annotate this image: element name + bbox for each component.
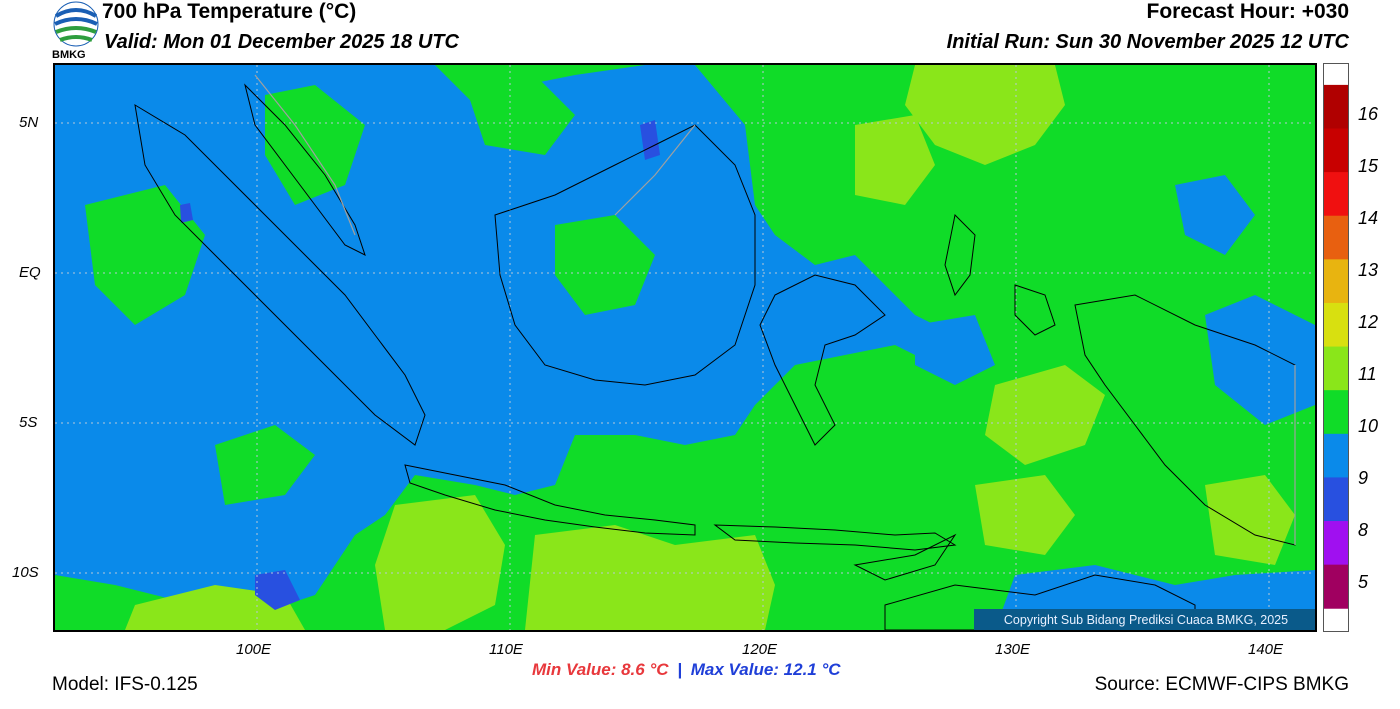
field-band-11-12-e — [985, 365, 1105, 465]
field-band-8-9-1 — [255, 570, 300, 610]
colorbar — [1323, 63, 1349, 632]
colorbar-segment — [1324, 433, 1348, 478]
green-patch-5 — [215, 425, 315, 505]
lon-label-130e: 130E — [995, 641, 1031, 658]
bmkg-logo — [53, 1, 99, 47]
field-band-11-12-south — [375, 495, 505, 630]
field-band-11-12-e-3 — [1205, 475, 1295, 565]
colorbar-label-13: 13 — [1358, 260, 1379, 280]
field-band-11-12-e-2 — [975, 475, 1075, 555]
colorbar-segment — [1324, 521, 1348, 566]
colorbar-label-9: 9 — [1358, 468, 1369, 488]
forecast-hour: Forecast Hour: +030 — [1146, 0, 1350, 23]
map-title: 700 hPa Temperature (°C) — [102, 0, 357, 23]
colorbar-label-5: 5 — [1358, 572, 1369, 592]
field-band-11-12-ne-2 — [855, 115, 935, 205]
colorbar-segment — [1324, 477, 1348, 522]
colorbar-label-10: 10 — [1358, 416, 1379, 436]
initial-run: Initial Run: Sun 30 November 2025 12 UTC — [946, 31, 1349, 53]
lat-label-10s: 10S — [12, 564, 39, 581]
model-label: Model: IFS-0.125 — [52, 674, 198, 695]
colorbar-label-15: 15 — [1358, 156, 1379, 176]
logo-text: BMKG — [52, 49, 86, 61]
colorbar-segment — [1324, 259, 1348, 304]
lon-label-140e: 140E — [1248, 641, 1284, 658]
colorbar-label-16: 16 — [1358, 104, 1379, 124]
max-value: Max Value: 12.1 °C — [690, 660, 841, 679]
lat-label-eq: EQ — [19, 264, 41, 281]
field-band-8-9-3 — [180, 203, 193, 223]
map-canvas — [55, 65, 1315, 630]
min-max-values: Min Value: 8.6 °C | Max Value: 12.1 °C — [532, 660, 841, 680]
value-separator: | — [677, 660, 683, 679]
blue-patch-east-1 — [915, 315, 995, 385]
coastlines — [134, 83, 1296, 630]
colorbar-segment — [1324, 84, 1348, 129]
graticule — [55, 65, 1315, 630]
blue-patch-east-4 — [1175, 175, 1255, 255]
colorbar-label-8: 8 — [1358, 520, 1369, 540]
lon-label-100e: 100E — [236, 641, 272, 658]
copyright-notice: Copyright Sub Bidang Prediksi Cuaca BMKG… — [974, 609, 1315, 630]
source-label: Source: ECMWF-CIPS BMKG — [1094, 674, 1349, 695]
colorbar-segment — [1324, 346, 1348, 391]
valid-time: Valid: Mon 01 December 2025 18 UTC — [104, 31, 459, 53]
colorbar-label-14: 14 — [1358, 208, 1379, 228]
lon-label-110e: 110E — [489, 641, 523, 658]
colorbar-label-12: 12 — [1358, 312, 1379, 332]
green-patch-1 — [85, 185, 205, 325]
colorbar-label-11: 11 — [1358, 364, 1377, 384]
green-patch-2 — [265, 85, 365, 205]
field-band-11-12-ne — [905, 65, 1065, 165]
colorbar-segment — [1324, 215, 1348, 260]
temperature-map: Copyright Sub Bidang Prediksi Cuaca BMKG… — [53, 63, 1317, 632]
blue-patch-east-2 — [1205, 295, 1315, 425]
colorbar-segment — [1324, 128, 1348, 173]
colorbar-segment — [1324, 302, 1348, 348]
lat-label-5n: 5N — [19, 114, 39, 131]
colorbar-segment — [1324, 390, 1348, 435]
borders — [254, 74, 1296, 545]
colorbar-segment — [1324, 564, 1348, 609]
min-value: Min Value: 8.6 °C — [532, 660, 669, 679]
colorbar-segment — [1324, 172, 1348, 217]
lon-label-120e: 120E — [742, 641, 778, 658]
green-patch-4 — [465, 75, 575, 155]
green-patch-3 — [555, 215, 655, 315]
lat-label-5s: 5S — [19, 414, 38, 431]
field-band-11-12-south-2 — [525, 525, 775, 630]
